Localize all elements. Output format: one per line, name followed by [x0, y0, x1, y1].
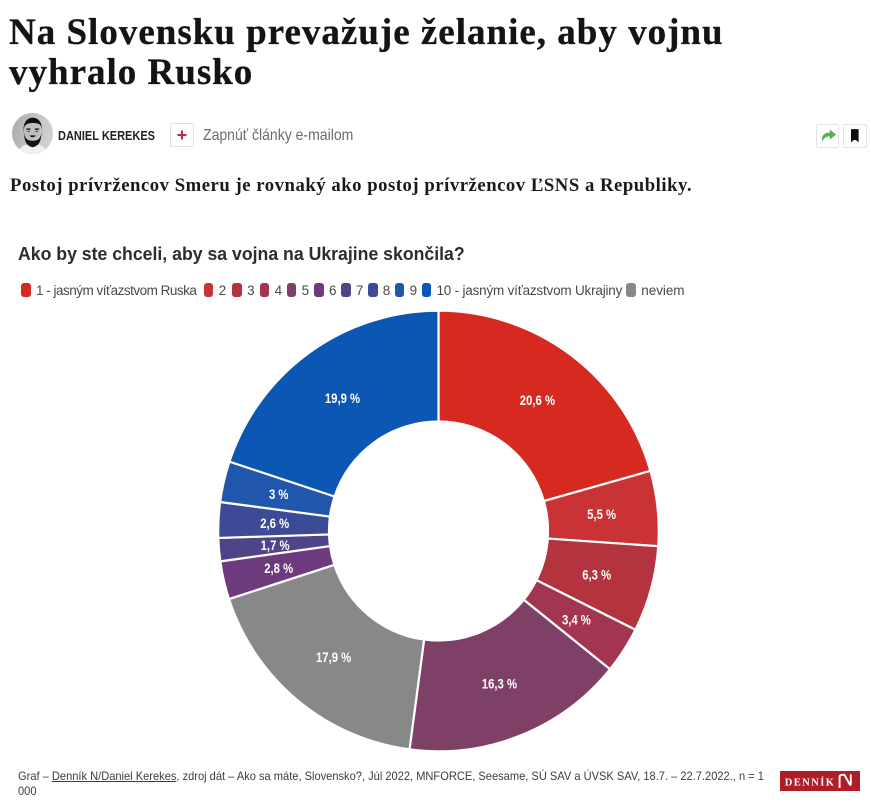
svg-text:5,5 %: 5,5 %: [587, 506, 616, 522]
svg-text:17,9 %: 17,9 %: [316, 649, 352, 665]
svg-text:1,7 %: 1,7 %: [261, 537, 290, 553]
svg-text:2,8 %: 2,8 %: [264, 560, 293, 576]
svg-text:20,6 %: 20,6 %: [520, 392, 556, 408]
svg-text:3 %: 3 %: [269, 486, 289, 502]
svg-text:16,3 %: 16,3 %: [482, 675, 518, 691]
svg-text:3,4 %: 3,4 %: [562, 612, 591, 628]
svg-text:19,9 %: 19,9 %: [325, 390, 361, 406]
svg-text:6,3 %: 6,3 %: [582, 566, 611, 582]
svg-text:2,6 %: 2,6 %: [260, 515, 289, 531]
svg-text:DENNÍK: DENNÍK: [785, 776, 836, 788]
